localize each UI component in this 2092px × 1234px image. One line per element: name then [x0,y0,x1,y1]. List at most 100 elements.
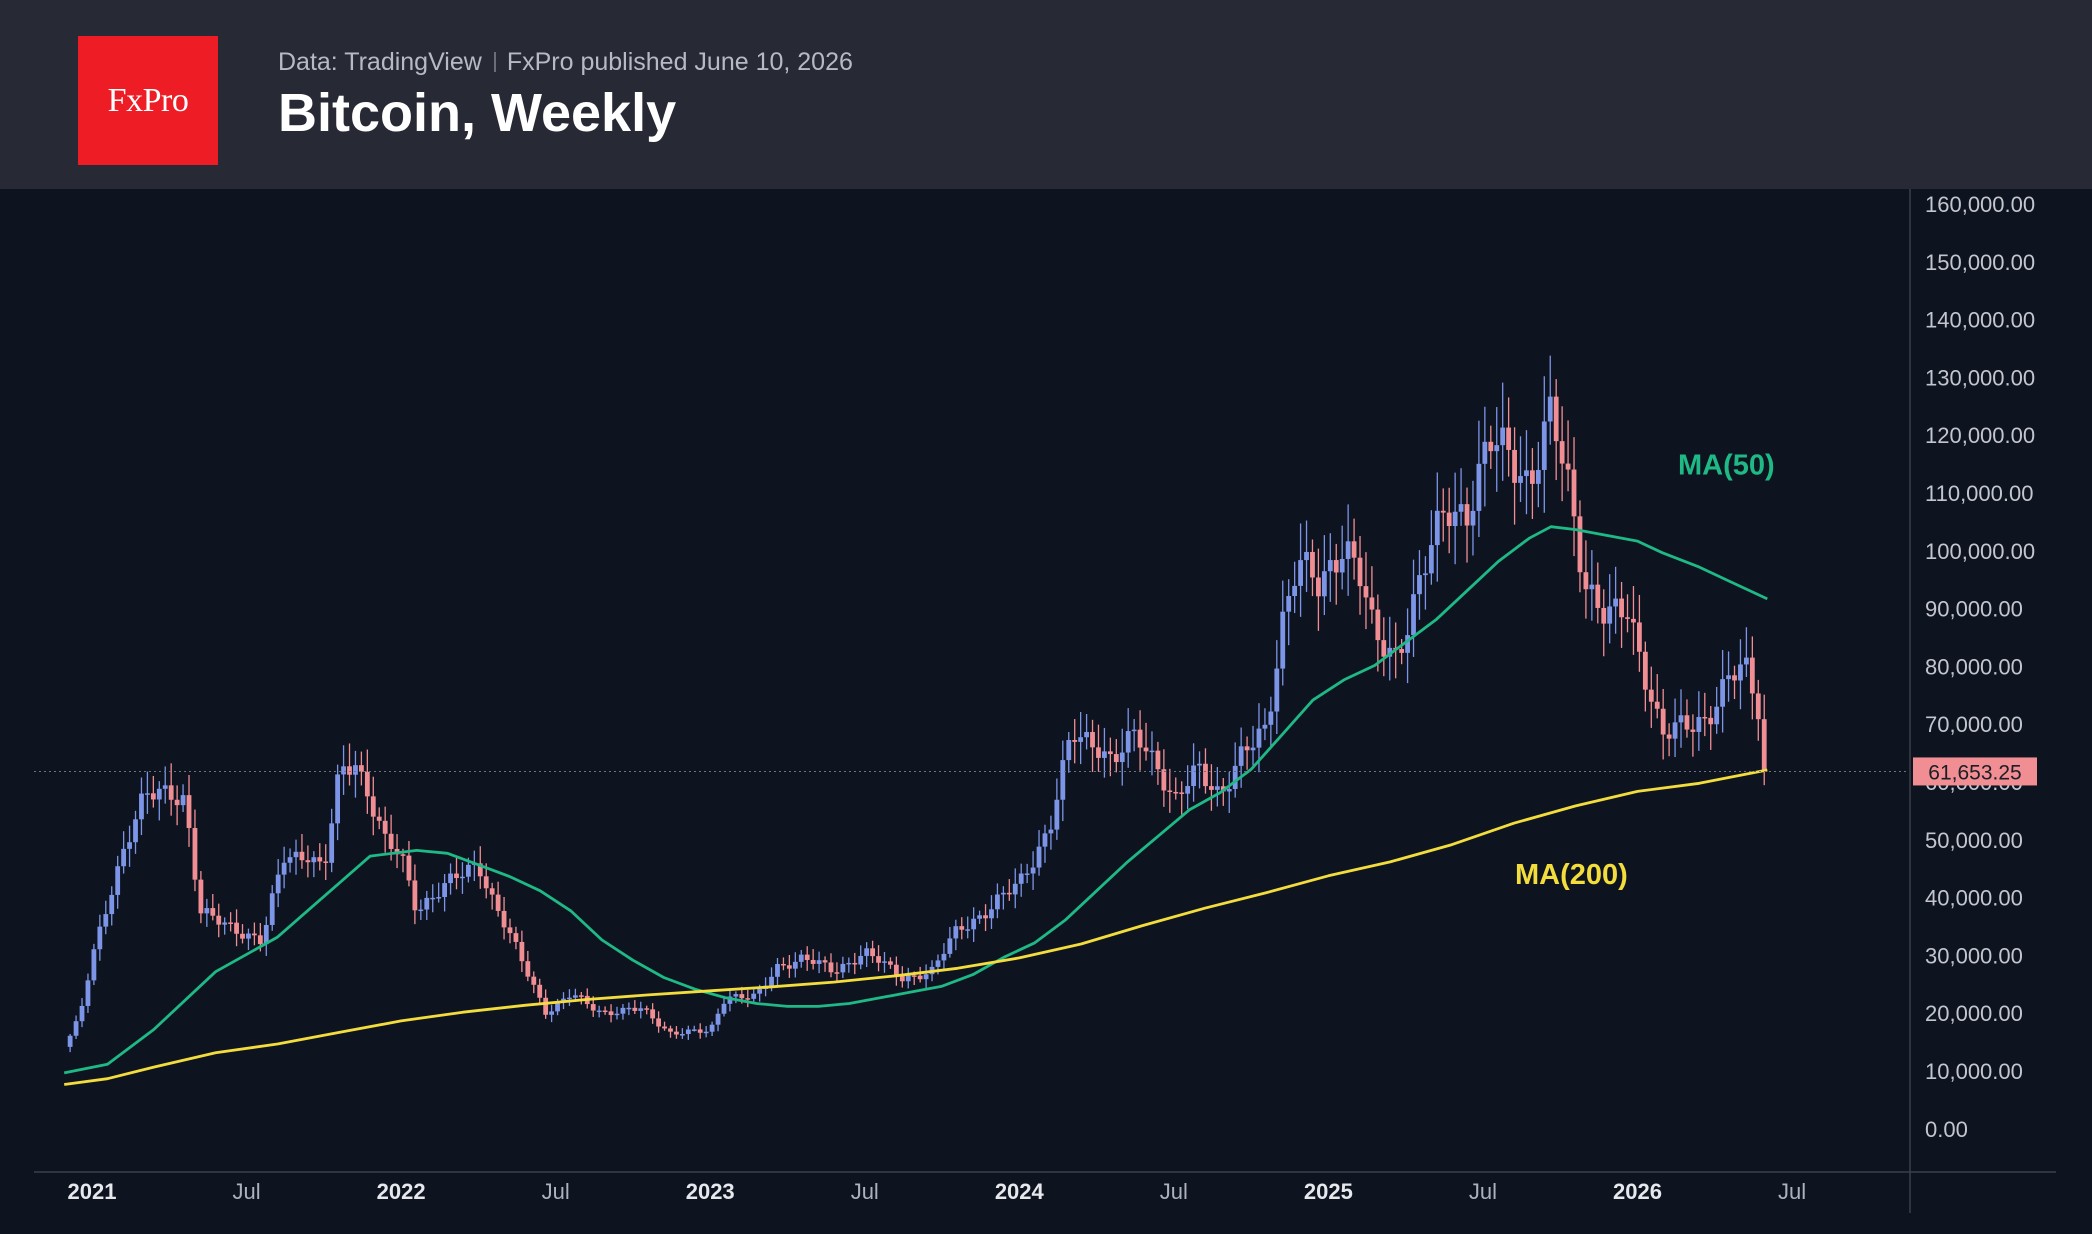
candle-body [1625,617,1630,619]
y-tick-label: 150,000.00 [1925,250,2035,275]
candle-body [1036,846,1042,868]
price-axis: 160,000.00 150,000.00 140,000.00 130,000.00… [1925,192,2035,1142]
candle-body [1411,594,1416,636]
candle-body [959,926,965,930]
candle-body [1500,427,1506,446]
candle-body [483,876,489,889]
chart-header: FxPro Data: TradingView FxPro published J… [0,0,2092,189]
candle-body [1405,635,1410,653]
candle-body [293,851,299,858]
y-tick-label: 30,000.00 [1925,943,2023,968]
candle-body [1298,560,1303,586]
candle-body [620,1007,626,1014]
candle-body [1268,711,1274,725]
candle-body [1423,573,1428,576]
candle-body [1660,708,1666,735]
candle-body [287,857,293,863]
last-price-tag [1913,757,2037,786]
x-tick-label: 2026 [1613,1179,1662,1204]
candle-body [1197,763,1202,766]
candle-body [1137,729,1143,748]
candle-body [1006,892,1012,895]
source-line: Data: TradingView FxPro published June 10… [278,48,853,77]
x-tick-label: 2021 [68,1179,117,1204]
candle-body [828,962,834,973]
ma200-line [64,768,1768,1086]
y-tick-label: 90,000.00 [1925,597,2023,622]
candle-body [1131,729,1137,732]
candle-body [1530,470,1535,484]
candle-body [317,857,323,862]
candle-body [971,918,977,930]
candle-body [679,1034,685,1036]
candle-body [91,949,97,981]
candle-body [644,1008,650,1010]
candle-body [567,997,572,1000]
candle-body [400,854,406,856]
candle-body [810,959,816,964]
candle-body [691,1029,697,1031]
candle-body [549,1011,555,1015]
candle-body [1399,649,1405,653]
moving-averages [63,525,1768,1086]
candle-body [1547,396,1553,422]
candle-body [174,799,180,806]
candle-body [638,1008,644,1011]
candle-body [1518,476,1523,483]
candle-body [388,833,394,849]
candle-body [1726,675,1731,680]
y-tick-label: 50,000.00 [1925,828,2023,853]
candle-body [709,1024,715,1032]
x-tick-label: 2024 [995,1179,1045,1204]
candle-body [775,963,780,977]
candle-body [965,929,971,931]
candle-body [1381,640,1387,657]
candle-body [79,1005,85,1022]
candle-body [162,785,168,789]
candle-body [899,976,905,982]
candle-body [186,795,192,829]
candle-body [989,909,994,919]
candle-body [430,897,436,900]
candle-body [1434,510,1440,546]
candle-body [578,995,584,997]
candle-body [139,793,144,820]
candle-body [1743,657,1749,665]
candle-body [269,893,275,925]
candle-body [1631,618,1636,623]
candle-body [501,910,507,928]
candle-body [1761,719,1767,772]
candle-body [1672,722,1678,739]
candle-body [1030,867,1036,874]
candle-body [1559,441,1565,464]
candle-body [1119,752,1125,763]
candle-body [406,855,412,881]
candle-body [1292,585,1298,597]
candle-body [1244,746,1250,751]
candle-body [1363,586,1369,598]
candle-body [275,874,281,894]
candle-body [804,954,810,960]
published-date: FxPro published June 10, 2026 [506,48,853,76]
candle-body [299,851,305,861]
candle-body [448,873,453,884]
candle-body [983,915,988,919]
candle-body [543,997,549,1015]
data-source: Data: TradingView [278,48,482,76]
candle-body [668,1028,673,1032]
ma50-line [63,525,1768,1075]
candle-body [1173,791,1179,794]
candle-body [572,995,578,998]
candle-body [917,975,923,980]
candle-body [1351,541,1357,558]
candle-body [1417,575,1422,595]
candle-body [210,908,216,916]
candle-body [1345,541,1351,559]
candle-body [1648,689,1654,702]
candle-body [834,972,840,974]
candle-body [121,848,127,867]
candle-body [786,965,792,969]
candle-body [150,793,156,800]
candle-body [1506,427,1512,450]
candle-body [614,1013,620,1016]
